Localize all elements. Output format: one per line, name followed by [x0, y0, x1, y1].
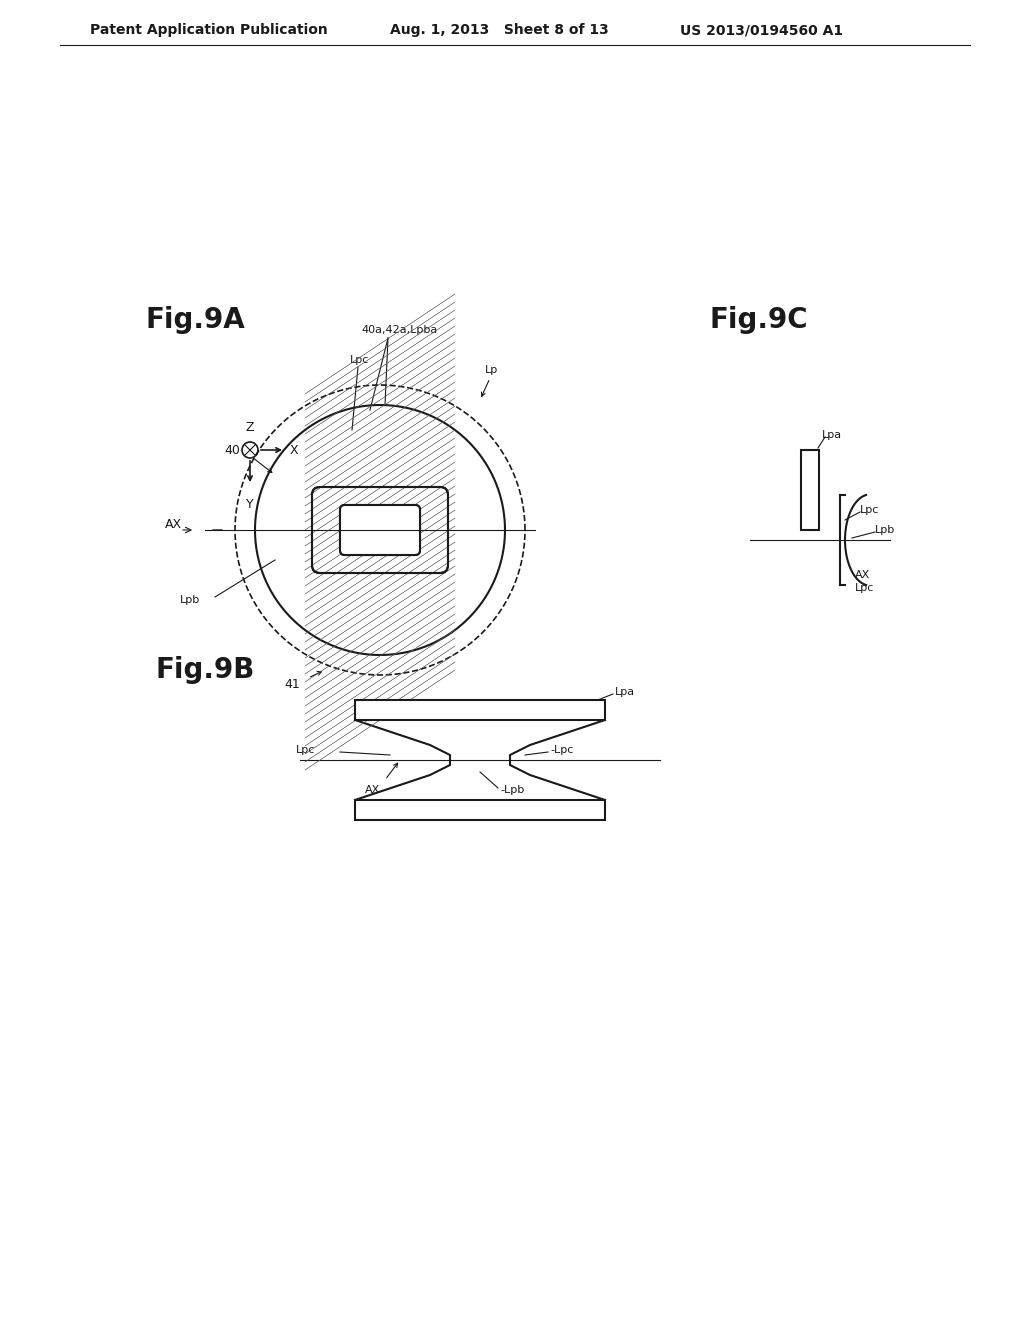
Text: 42: 42 [383, 523, 400, 537]
Text: Z: Z [246, 421, 254, 434]
Text: AX: AX [855, 570, 870, 579]
Text: Y: Y [246, 498, 254, 511]
Text: -Lpb: -Lpb [500, 785, 524, 795]
Text: Lpb: Lpb [180, 595, 201, 605]
Text: Lpc: Lpc [860, 506, 880, 515]
Text: Patent Application Publication: Patent Application Publication [90, 22, 328, 37]
Text: Lpc: Lpc [296, 744, 315, 755]
Text: AX: AX [365, 785, 380, 795]
Text: Lpa: Lpa [822, 430, 842, 440]
Text: Lpc: Lpc [855, 583, 874, 593]
Text: Lpb: Lpb [874, 525, 895, 535]
Text: Lpa: Lpa [615, 686, 635, 697]
Text: X: X [290, 444, 299, 457]
Text: 40a,42a,Lpba: 40a,42a,Lpba [361, 325, 438, 335]
Text: US 2013/0194560 A1: US 2013/0194560 A1 [680, 22, 843, 37]
Bar [801, 450, 819, 531]
Text: AX: AX [165, 519, 182, 532]
FancyBboxPatch shape [340, 506, 420, 554]
FancyBboxPatch shape [340, 506, 420, 554]
Text: Lp: Lp [485, 366, 499, 375]
Text: Fig.9B: Fig.9B [155, 656, 254, 684]
Text: Lpc: Lpc [350, 355, 370, 366]
Bar [355, 800, 605, 820]
Bar [355, 700, 605, 719]
Text: 40: 40 [224, 444, 240, 457]
Text: Fig.9C: Fig.9C [710, 306, 809, 334]
Text: -Lpc: -Lpc [550, 744, 573, 755]
Text: 41: 41 [285, 678, 300, 692]
Text: Aug. 1, 2013   Sheet 8 of 13: Aug. 1, 2013 Sheet 8 of 13 [390, 22, 608, 37]
Text: Fig.9A: Fig.9A [145, 306, 245, 334]
